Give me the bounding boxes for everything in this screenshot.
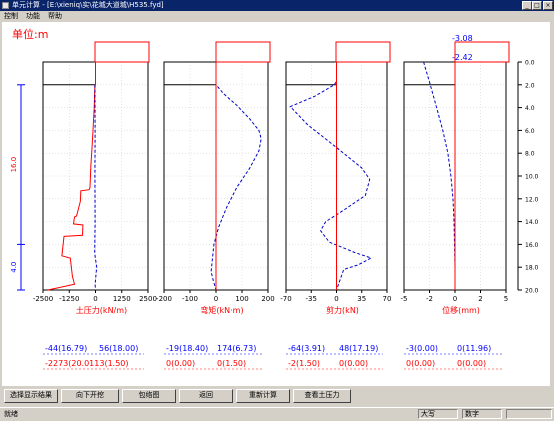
shear-force-wall-top-outline xyxy=(335,41,391,63)
minimize-button[interactable]: _ xyxy=(522,1,532,10)
shear-force-stat-row2-a: -2(1.50) xyxy=(288,359,320,368)
displacement-wall-top-outline xyxy=(454,41,510,63)
earth-pressure-x-tick-label: 1250 xyxy=(113,295,131,303)
bending-moment-axis-label: 弯矩(kN·m) xyxy=(200,305,243,315)
window-title: 单元计算 - [E:\xieniq\实\花城大道城\H535.fyd] xyxy=(12,1,164,9)
bending-moment-x-tick-label: -200 xyxy=(156,295,172,303)
shear-force-x-tick-label: -35 xyxy=(306,295,317,303)
bending-moment-stat-row2-a: 0(0.00) xyxy=(166,359,195,368)
status-ready: 就绪 xyxy=(4,410,18,418)
button-bar: 选择显示结果 向下开挖 包络图 返回 重新计算 查看土压力 xyxy=(0,387,554,406)
displacement-stat-row2-b: 0(0.00) xyxy=(457,359,486,368)
bending-moment-stat-row2-b: 0(1.50) xyxy=(217,359,246,368)
app-icon xyxy=(2,2,9,9)
depth-tick-label: 0.0 xyxy=(525,60,535,67)
depth-tick-label: 14.0 xyxy=(525,219,539,226)
unit-label: 单位:m xyxy=(12,27,48,41)
depth-tick-label: 8.0 xyxy=(525,151,535,158)
depth-tick-label: 10.0 xyxy=(525,174,539,181)
depth-tick-label: 16.0 xyxy=(525,242,539,249)
shear-force-x-tick-label: 0 xyxy=(334,295,338,303)
displacement-axis-label: 位移(mm) xyxy=(442,305,480,315)
displacement-stat-min: -3(0.00) xyxy=(406,344,438,353)
status-extra-box xyxy=(506,409,552,419)
bending-moment-stat-max: 174(6.73) xyxy=(217,344,256,353)
shear-force-series-0 xyxy=(289,62,373,291)
depth-tick-label: 2.0 xyxy=(525,82,535,89)
menu-bar: 控制 功能 帮助 xyxy=(0,11,554,21)
shear-force-stat-row2-b: 0(0.00) xyxy=(339,359,368,368)
bending-moment-x-tick-label: 200 xyxy=(261,295,274,303)
top-displacement-value: -3.08 xyxy=(452,34,473,43)
depth-tick-label: 20.0 xyxy=(525,288,539,295)
shear-force-x-tick-label: 70 xyxy=(383,295,392,303)
depth-tick-label: 4.0 xyxy=(525,105,535,112)
status-num-box xyxy=(462,409,502,419)
earth-pressure-wall-top-outline xyxy=(94,41,150,63)
bending-moment-x-tick-label: 0 xyxy=(214,295,218,303)
earth-pressure-x-tick-label: 0 xyxy=(93,295,97,303)
displacement-x-tick-label: -2 xyxy=(426,295,433,303)
depth-tick-label: 12.0 xyxy=(525,196,539,203)
shear-force-stat-min: -64(3.91) xyxy=(288,344,325,353)
status-caps: 大写 xyxy=(421,410,435,418)
close-button[interactable]: × xyxy=(543,1,553,10)
bending-moment-wall-top-outline xyxy=(215,41,271,63)
bending-moment-x-tick-label: -100 xyxy=(182,295,198,303)
top-displacement-value: -2.42 xyxy=(452,53,473,62)
displacement-x-tick-label: 2 xyxy=(478,295,482,303)
menu-item-function[interactable]: 功能 xyxy=(26,12,40,20)
title-bar[interactable]: 单元计算 - [E:\xieniq\实\花城大道城\H535.fyd] _ □ … xyxy=(0,0,554,11)
segment-label-4: 4.0 xyxy=(10,262,18,273)
displacement-x-tick-label: 5 xyxy=(504,295,508,303)
recalculate-button[interactable]: 重新计算 xyxy=(236,389,290,403)
displacement-stat-max: 0(11.96) xyxy=(457,344,491,353)
bending-moment-series-0 xyxy=(210,62,262,291)
shear-force-axis-label: 剪力(kN) xyxy=(326,305,359,315)
shear-force-x-tick-label: 35 xyxy=(357,295,366,303)
view-earth-pressure-button[interactable]: 查看土压力 xyxy=(293,389,351,403)
earth-pressure-series-0 xyxy=(47,62,96,291)
earth-pressure-axis-label: 土压力(kN/m) xyxy=(76,305,127,315)
select-results-button[interactable]: 选择显示结果 xyxy=(4,389,58,403)
shear-force-stat-max: 48(17.19) xyxy=(339,344,378,353)
status-caps-box xyxy=(418,409,458,419)
bending-moment-stat-min: -19(18.40) xyxy=(166,344,208,353)
plots-svg: 单位:m 16.0 4.0 0.0 2.0 4.0 6.0 8.0 10.0 12.0 14.0 16… xyxy=(10,27,539,370)
status-bar: 就绪 大写 数字 xyxy=(0,407,554,421)
displacement-x-tick-label: -5 xyxy=(401,295,408,303)
return-button[interactable]: 返回 xyxy=(179,389,233,403)
depth-tick-label: 18.0 xyxy=(525,265,539,272)
status-num: 数字 xyxy=(465,410,479,418)
menu-item-help[interactable]: 帮助 xyxy=(48,12,62,20)
bending-moment-x-tick-label: 100 xyxy=(235,295,248,303)
earth-pressure-stat-row2: -2273(20.0113(1.50) xyxy=(45,359,129,368)
depth-tick-label: 6.0 xyxy=(525,128,535,135)
envelope-button[interactable]: 包络图 xyxy=(122,389,176,403)
earth-pressure-stat-max: 56(18.00) xyxy=(99,344,138,353)
displacement-stat-row2-a: 0(0.00) xyxy=(406,359,435,368)
earth-pressure-series-1 xyxy=(94,84,98,291)
displacement-series-0 xyxy=(423,61,456,290)
menu-item-control[interactable]: 控制 xyxy=(4,12,18,20)
shear-force-x-tick-label: -70 xyxy=(280,295,291,303)
earth-pressure-x-tick-label: -1250 xyxy=(59,295,79,303)
earth-pressure-x-tick-label: 2500 xyxy=(139,295,157,303)
earth-pressure-stat-min: -44(16.79) xyxy=(45,344,87,353)
segment-label-16: 16.0 xyxy=(10,157,18,173)
maximize-button[interactable]: □ xyxy=(532,1,542,10)
earth-pressure-x-tick-label: -2500 xyxy=(33,295,53,303)
result-canvas: 单位:m 16.0 4.0 0.0 2.0 4.0 6.0 8.0 10.0 12.0 14.0 16… xyxy=(2,22,550,386)
displacement-x-tick-label: 0 xyxy=(453,295,457,303)
excavate-down-button[interactable]: 向下开挖 xyxy=(61,389,119,403)
